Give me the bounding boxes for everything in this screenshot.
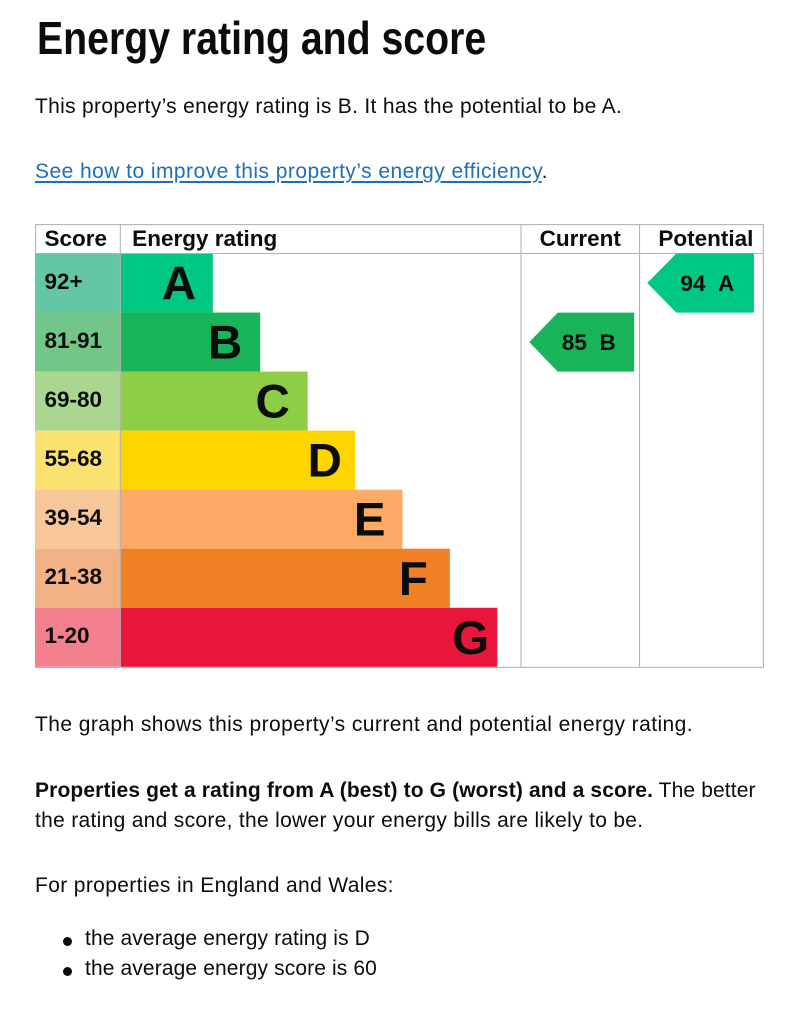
- svg-text:C: C: [255, 376, 289, 429]
- svg-text:1-20: 1-20: [44, 623, 89, 648]
- svg-text:D: D: [308, 435, 342, 488]
- svg-text:55-68: 55-68: [44, 446, 102, 471]
- svg-text:81-91: 81-91: [44, 328, 102, 353]
- svg-text:A: A: [162, 258, 196, 311]
- svg-text:F: F: [399, 553, 428, 606]
- svg-text:Energy rating: Energy rating: [132, 226, 277, 251]
- svg-text:39-54: 39-54: [44, 505, 102, 530]
- svg-text:Current: Current: [540, 226, 622, 251]
- svg-text:E: E: [354, 494, 386, 547]
- svg-text:21-38: 21-38: [44, 564, 102, 589]
- svg-text:94 A: 94 A: [680, 271, 734, 296]
- svg-text:69-80: 69-80: [44, 387, 102, 412]
- svg-text:85 B: 85 B: [562, 330, 616, 355]
- svg-text:Score: Score: [44, 226, 107, 251]
- svg-text:B: B: [208, 317, 242, 370]
- svg-text:92+: 92+: [44, 269, 82, 294]
- svg-text:G: G: [452, 612, 489, 665]
- svg-text:Potential: Potential: [658, 226, 753, 251]
